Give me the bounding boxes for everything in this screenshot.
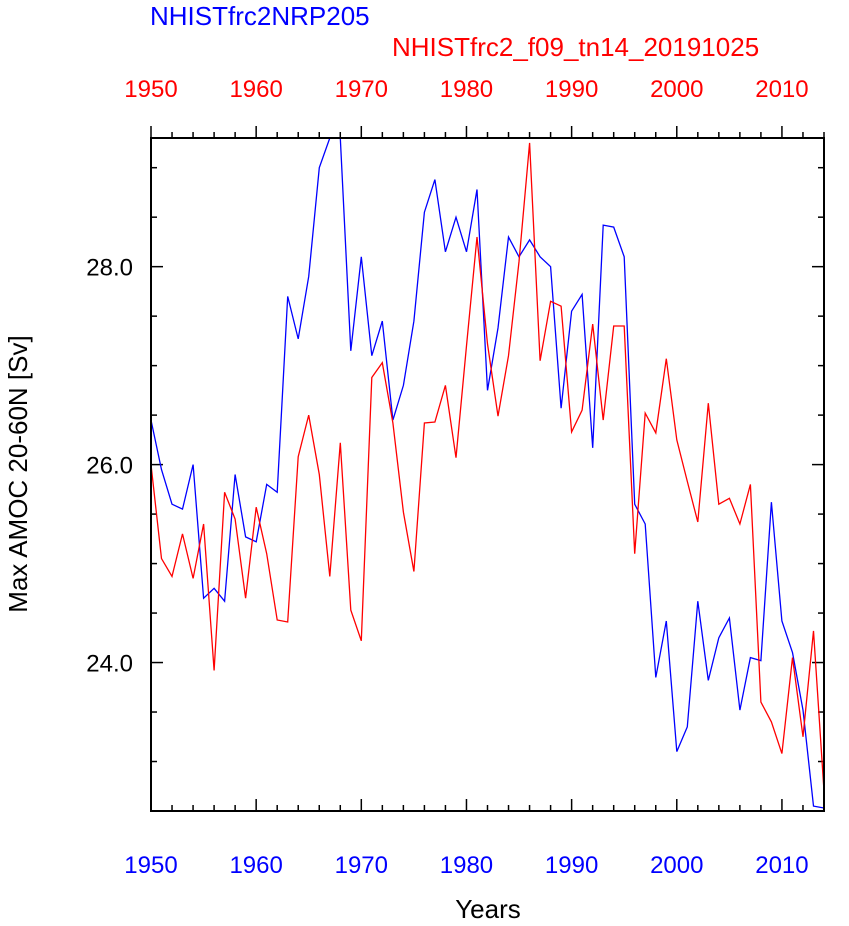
top-x-tick-label: 1960 [229, 76, 282, 103]
title-series-blue: NHISTfrc2NRP205 [150, 1, 370, 31]
y-tick-labels: 24.0 26.0 28.0 [86, 255, 133, 678]
top-x-tick-label: 2010 [755, 76, 808, 103]
bottom-x-tick-label: 2010 [755, 852, 808, 879]
top-x-tick-label: 1990 [545, 76, 598, 103]
y-tick-label: 28.0 [86, 255, 133, 282]
y-tick-label: 24.0 [86, 651, 133, 678]
bottom-x-tick-label: 1960 [229, 852, 282, 879]
bottom-x-tick-label: 1990 [545, 852, 598, 879]
plot-frame [150, 137, 825, 812]
bottom-x-tick-label: 2000 [650, 852, 703, 879]
y-tick-label: 26.0 [86, 453, 133, 480]
bottom-x-tick-label: 1950 [124, 852, 177, 879]
top-x-tick-labels: 1950 1960 1970 1980 1990 2000 2010 [124, 76, 808, 103]
y-axis-title: Max AMOC 20-60N [Sv] [3, 335, 33, 612]
series-line-nhistfrc2-f09-tn14-20191025 [150, 142, 825, 792]
bottom-x-tick-label: 1980 [440, 852, 493, 879]
top-x-tick-label: 1980 [440, 76, 493, 103]
bottom-x-tick-label: 1970 [335, 852, 388, 879]
top-x-tick-label: 1950 [124, 76, 177, 103]
tick-marks [150, 126, 825, 812]
bottom-x-tick-labels: 1950 1960 1970 1980 1990 2000 2010 [124, 852, 808, 879]
series-line-nhistfrc2nrp205 [150, 137, 825, 809]
title-series-red: NHISTfrc2_f09_tn14_20191025 [392, 32, 759, 62]
x-axis-title: Years [455, 894, 521, 924]
top-x-tick-label: 2000 [650, 76, 703, 103]
top-x-tick-label: 1970 [335, 76, 388, 103]
